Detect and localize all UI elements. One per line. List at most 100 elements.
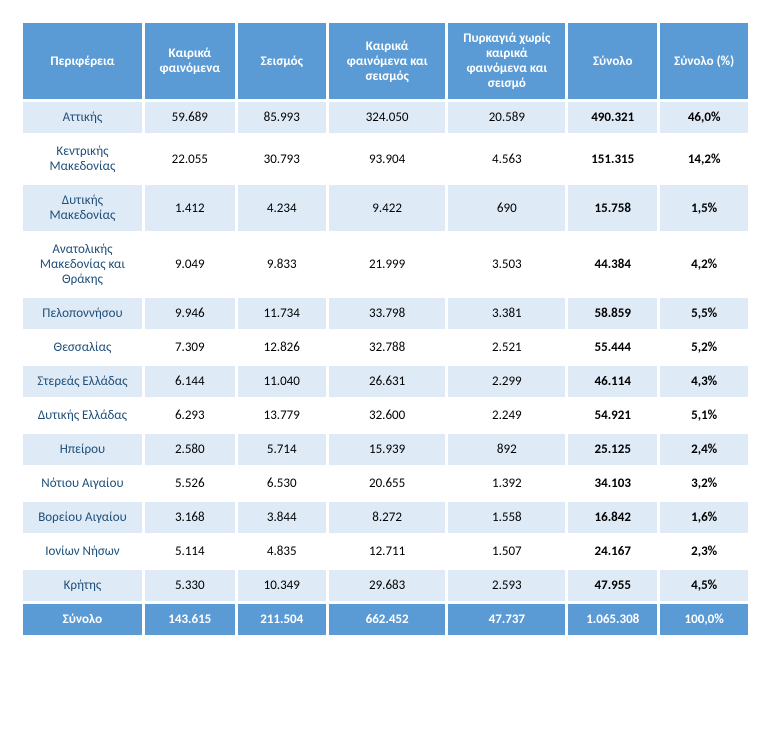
region-cell: Βορείου Αιγαίου — [23, 502, 142, 533]
footer-cell: 100,0% — [660, 604, 748, 635]
value-cell: 30.793 — [238, 136, 326, 182]
col-header: Σύνολο (%) — [660, 23, 748, 99]
value-cell: 13.779 — [238, 400, 326, 431]
value-cell: 9.049 — [145, 234, 235, 295]
data-table: Περιφέρεια Καιρικά φαινόμενα Σεισμός Και… — [20, 20, 751, 638]
value-cell: 12.711 — [329, 536, 446, 567]
col-header: Πυρκαγιά χωρίς καιρικά φαινόμενα και σει… — [448, 23, 565, 99]
value-cell: 5.330 — [145, 570, 235, 601]
value-cell: 1,6% — [660, 502, 748, 533]
value-cell: 690 — [448, 185, 565, 231]
region-cell: Δυτικής Ελλάδας — [23, 400, 142, 431]
value-cell: 3,2% — [660, 468, 748, 499]
region-cell: Αττικής — [23, 102, 142, 133]
value-cell: 5,5% — [660, 298, 748, 329]
footer-cell: 143.615 — [145, 604, 235, 635]
value-cell: 6.144 — [145, 366, 235, 397]
value-cell: 20.589 — [448, 102, 565, 133]
value-cell: 5,1% — [660, 400, 748, 431]
footer-cell: 47.737 — [448, 604, 565, 635]
value-cell: 12.826 — [238, 332, 326, 363]
value-cell: 32.788 — [329, 332, 446, 363]
value-cell: 15.939 — [329, 434, 446, 465]
value-cell: 1.412 — [145, 185, 235, 231]
region-cell: Κρήτης — [23, 570, 142, 601]
value-cell: 20.655 — [329, 468, 446, 499]
table-row: Κεντρικής Μακεδονίας22.05530.79393.9044.… — [23, 136, 748, 182]
value-cell: 324.050 — [329, 102, 446, 133]
value-cell: 5.714 — [238, 434, 326, 465]
region-cell: Ιονίων Νήσων — [23, 536, 142, 567]
value-cell: 1.507 — [448, 536, 565, 567]
value-cell: 2.299 — [448, 366, 565, 397]
footer-cell: 1.065.308 — [568, 604, 657, 635]
region-cell: Θεσσαλίας — [23, 332, 142, 363]
region-cell: Κεντρικής Μακεδονίας — [23, 136, 142, 182]
value-cell: 3.503 — [448, 234, 565, 295]
col-header: Καιρικά φαινόμενα και σεισμός — [329, 23, 446, 99]
value-cell: 34.103 — [568, 468, 657, 499]
region-cell: Στερεάς Ελλάδας — [23, 366, 142, 397]
value-cell: 4,5% — [660, 570, 748, 601]
region-cell: Ηπείρου — [23, 434, 142, 465]
value-cell: 1,5% — [660, 185, 748, 231]
value-cell: 58.859 — [568, 298, 657, 329]
table-row: Δυτικής Μακεδονίας1.4124.2349.42269015.7… — [23, 185, 748, 231]
region-cell: Δυτικής Μακεδονίας — [23, 185, 142, 231]
value-cell: 2,3% — [660, 536, 748, 567]
table-row: Ιονίων Νήσων5.1144.83512.7111.50724.1672… — [23, 536, 748, 567]
table-row: Θεσσαλίας7.30912.82632.7882.52155.4445,2… — [23, 332, 748, 363]
value-cell: 5.526 — [145, 468, 235, 499]
value-cell: 5.114 — [145, 536, 235, 567]
value-cell: 29.683 — [329, 570, 446, 601]
table-row: Βορείου Αιγαίου3.1683.8448.2721.55816.84… — [23, 502, 748, 533]
table-row: Πελοποννήσου9.94611.73433.7983.38158.859… — [23, 298, 748, 329]
value-cell: 4.563 — [448, 136, 565, 182]
col-header: Σεισμός — [238, 23, 326, 99]
value-cell: 46,0% — [660, 102, 748, 133]
footer-cell: 211.504 — [238, 604, 326, 635]
value-cell: 93.904 — [329, 136, 446, 182]
value-cell: 3.381 — [448, 298, 565, 329]
value-cell: 9.422 — [329, 185, 446, 231]
table-row: Αττικής59.68985.993324.05020.589490.3214… — [23, 102, 748, 133]
value-cell: 2,4% — [660, 434, 748, 465]
value-cell: 2.521 — [448, 332, 565, 363]
table-row: Ηπείρου2.5805.71415.93989225.1252,4% — [23, 434, 748, 465]
region-cell: Νότιου Αιγαίου — [23, 468, 142, 499]
table-row: Ανατολικής Μακεδονίας και Θράκης9.0499.8… — [23, 234, 748, 295]
value-cell: 26.631 — [329, 366, 446, 397]
value-cell: 892 — [448, 434, 565, 465]
table-row: Δυτικής Ελλάδας6.29313.77932.6002.24954.… — [23, 400, 748, 431]
col-header: Καιρικά φαινόμενα — [145, 23, 235, 99]
footer-cell: 662.452 — [329, 604, 446, 635]
value-cell: 15.758 — [568, 185, 657, 231]
value-cell: 47.955 — [568, 570, 657, 601]
value-cell: 22.055 — [145, 136, 235, 182]
table-row: Κρήτης5.33010.34929.6832.59347.9554,5% — [23, 570, 748, 601]
value-cell: 54.921 — [568, 400, 657, 431]
value-cell: 3.844 — [238, 502, 326, 533]
value-cell: 44.384 — [568, 234, 657, 295]
footer-cell: Σύνολο — [23, 604, 142, 635]
value-cell: 46.114 — [568, 366, 657, 397]
table-body: Αττικής59.68985.993324.05020.589490.3214… — [23, 102, 748, 601]
footer-row: Σύνολο 143.615 211.504 662.452 47.737 1.… — [23, 604, 748, 635]
value-cell: 151.315 — [568, 136, 657, 182]
value-cell: 32.600 — [329, 400, 446, 431]
value-cell: 1.558 — [448, 502, 565, 533]
value-cell: 2.249 — [448, 400, 565, 431]
value-cell: 3.168 — [145, 502, 235, 533]
value-cell: 8.272 — [329, 502, 446, 533]
value-cell: 24.167 — [568, 536, 657, 567]
value-cell: 7.309 — [145, 332, 235, 363]
value-cell: 21.999 — [329, 234, 446, 295]
value-cell: 490.321 — [568, 102, 657, 133]
table-row: Στερεάς Ελλάδας6.14411.04026.6312.29946.… — [23, 366, 748, 397]
value-cell: 9.946 — [145, 298, 235, 329]
value-cell: 14,2% — [660, 136, 748, 182]
region-cell: Πελοποννήσου — [23, 298, 142, 329]
value-cell: 10.349 — [238, 570, 326, 601]
value-cell: 85.993 — [238, 102, 326, 133]
value-cell: 4,2% — [660, 234, 748, 295]
